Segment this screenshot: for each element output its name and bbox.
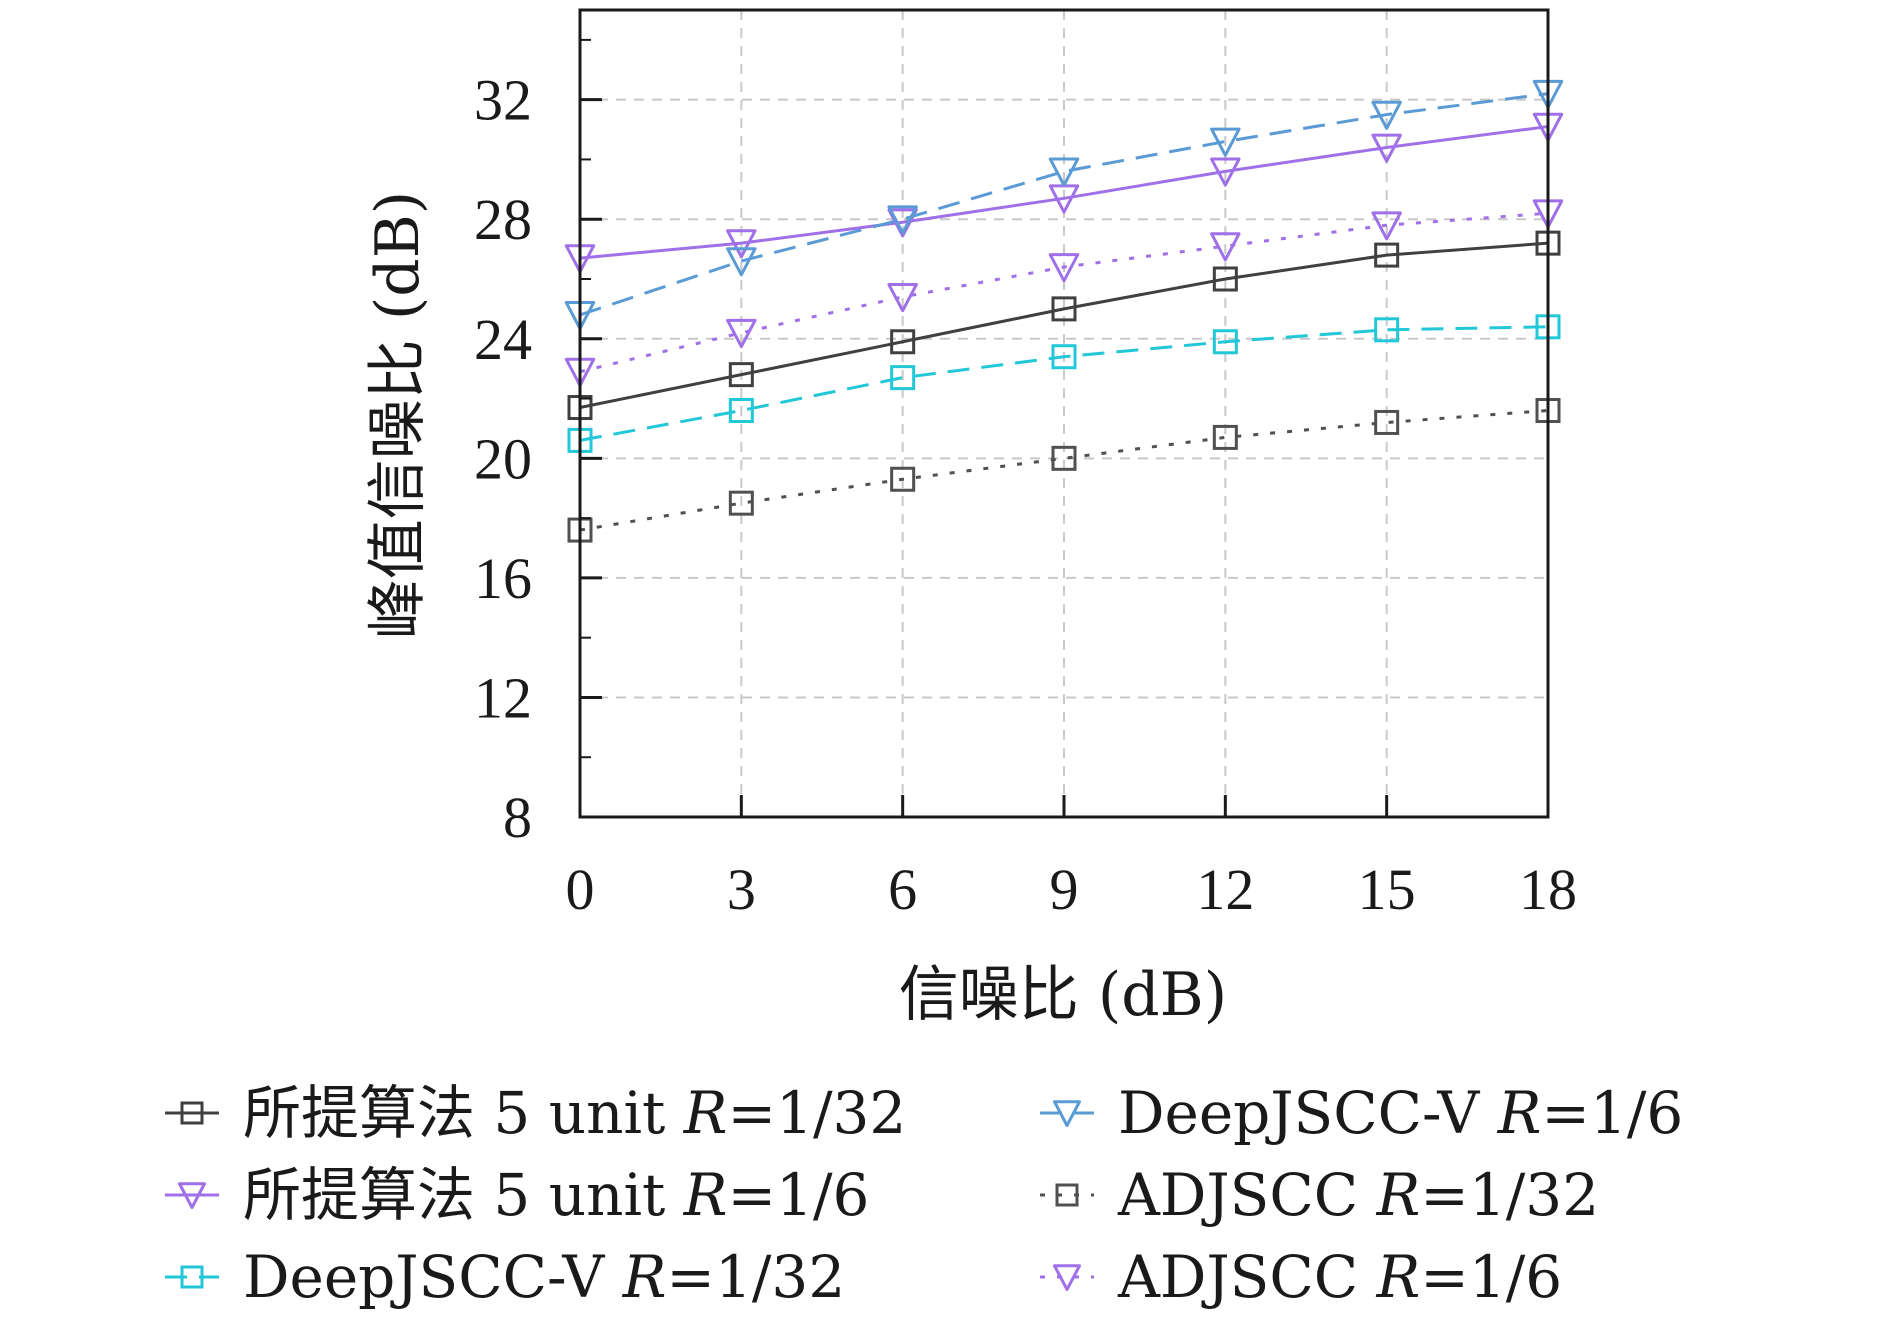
square-marker	[1374, 242, 1400, 268]
square-marker	[1374, 409, 1400, 435]
square-marker	[1051, 296, 1077, 322]
square-marker	[728, 398, 754, 424]
triangle-marker	[1048, 157, 1080, 187]
y-tick-label: 8	[503, 785, 532, 850]
legend-entry: 所提算法 5 unit R=1/6	[165, 1161, 869, 1229]
triangle-marker	[1371, 211, 1402, 241]
legend: 所提算法 5 unit R=1/32 所提算法 5 unit R=1/6 DeepJ…	[165, 1079, 1683, 1311]
series-line	[579, 241, 1549, 409]
x-tick-label: 0	[566, 857, 595, 922]
tick-labels: 0 3 6 9 12 15 18 8 12 16 20 24 28 32	[474, 68, 1577, 922]
square-marker	[1212, 329, 1238, 355]
legend-entry: DeepJSCC-V R=1/32	[165, 1243, 845, 1311]
square-marker	[1051, 344, 1077, 370]
legend-entry: ADJSCC R=1/6	[1040, 1243, 1562, 1311]
square-marker	[890, 365, 916, 391]
triangle-marker	[1048, 253, 1080, 283]
square-marker	[1374, 317, 1400, 343]
x-tick-label: 9	[1050, 857, 1079, 922]
legend-entry: 所提算法 5 unit R=1/32	[165, 1079, 906, 1147]
square-marker	[1212, 424, 1238, 450]
triangle-marker	[1371, 100, 1402, 130]
y-tick-label: 24	[474, 307, 532, 372]
x-tick-label: 18	[1519, 857, 1577, 922]
legend-label: 所提算法 5 unit R=1/32	[243, 1079, 906, 1147]
y-axis-title: 峰值信噪比 (dB)	[363, 191, 433, 639]
legend-label: ADJSCC R=1/32	[1117, 1161, 1599, 1229]
triangle-marker	[1210, 127, 1241, 157]
triangle-marker	[726, 229, 757, 259]
x-tick-label: 12	[1196, 857, 1254, 922]
grid-lines	[580, 10, 1548, 817]
x-tick-label: 6	[888, 857, 917, 922]
square-marker	[890, 466, 916, 492]
y-tick-label: 12	[474, 665, 532, 730]
square-marker	[890, 329, 916, 355]
triangle-marker	[1053, 1264, 1081, 1291]
series-line	[579, 325, 1549, 442]
triangle-marker	[178, 1182, 206, 1209]
x-tick-label: 15	[1358, 857, 1416, 922]
series-3	[564, 79, 1564, 331]
legend-label: ADJSCC R=1/6	[1117, 1243, 1562, 1311]
legend-label: DeepJSCC-V R=1/32	[243, 1243, 845, 1311]
triangle-marker	[726, 318, 757, 349]
triangle-marker	[1210, 232, 1241, 262]
square-marker	[1051, 445, 1077, 471]
triangle-marker	[1210, 157, 1241, 187]
x-tick-label: 3	[727, 857, 756, 922]
square-marker	[728, 490, 754, 516]
series-layer	[564, 79, 1564, 543]
square-marker	[728, 362, 754, 388]
y-tick-label: 28	[474, 187, 532, 252]
triangle-marker	[887, 205, 918, 235]
square-marker	[1212, 266, 1238, 292]
series-line	[579, 92, 1549, 317]
y-tick-label: 32	[474, 68, 532, 133]
x-axis-title: 信噪比 (dB)	[899, 960, 1227, 1030]
legend-entry: ADJSCC R=1/32	[1040, 1161, 1599, 1229]
triangle-marker	[1371, 133, 1402, 163]
y-tick-label: 16	[474, 546, 532, 611]
series-line	[579, 125, 1549, 260]
square-marker	[1055, 1183, 1079, 1207]
triangle-marker	[1053, 1100, 1081, 1127]
axis-ticks	[578, 38, 1550, 819]
triangle-marker	[726, 247, 757, 277]
series-line	[579, 211, 1549, 374]
legend-label: DeepJSCC-V R=1/6	[1118, 1079, 1683, 1147]
series-5	[564, 199, 1564, 387]
series-0	[567, 230, 1561, 421]
y-tick-label: 20	[474, 426, 532, 491]
triangle-marker	[887, 283, 918, 313]
legend-entry: DeepJSCC-V R=1/6	[1040, 1079, 1683, 1147]
legend-label: 所提算法 5 unit R=1/6	[243, 1161, 869, 1229]
square-marker	[180, 1101, 204, 1125]
square-marker	[180, 1265, 204, 1289]
